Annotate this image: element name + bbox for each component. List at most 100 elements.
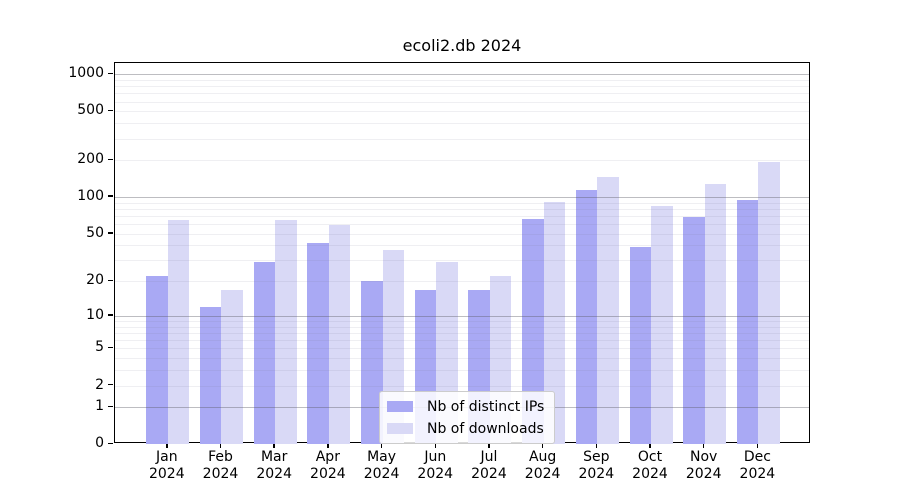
x-tick-year: 2024 (578, 466, 615, 482)
gridline-minor (115, 260, 809, 262)
bar-distinct-ips-sep (575, 189, 598, 445)
x-tick-label-jul: Jul 2024 (454, 449, 524, 483)
x-tick-year: 2024 (310, 466, 346, 482)
x-tick-mark (649, 443, 651, 449)
y-tick-mark (108, 279, 113, 282)
legend-row-distinct-ips: Nb of distinct IPs (387, 397, 544, 416)
gridline-minor (115, 101, 809, 103)
bar-downloads-feb (221, 289, 243, 445)
x-tick-month: Sep (583, 449, 610, 465)
bar-downloads-sep (597, 176, 619, 445)
y-tick-label: 1000 (68, 65, 104, 82)
x-tick-mark (273, 443, 275, 449)
x-tick-month: Oct (637, 449, 663, 465)
legend-label-distinct-ips: Nb of distinct IPs (427, 398, 545, 415)
legend-label-downloads: Nb of downloads (427, 420, 544, 437)
gridline-minor (115, 385, 809, 387)
gridline-minor (115, 123, 809, 125)
gridline-minor (115, 209, 809, 210)
y-tick-label: 1 (95, 398, 104, 415)
gridline-minor (115, 202, 809, 204)
bar-downloads-dec (758, 161, 780, 445)
gridline-minor (115, 111, 809, 113)
x-tick-month: Dec (743, 449, 771, 465)
gridline-minor (115, 326, 809, 328)
x-tick-mark (488, 443, 490, 449)
y-tick-label: 500 (77, 102, 104, 119)
x-tick-year: 2024 (739, 466, 776, 482)
bar-distinct-ips-may (361, 281, 383, 445)
chart-title: ecoli2.db 2024 (402, 36, 522, 55)
bar-downloads-apr (328, 225, 351, 445)
x-tick-year: 2024 (363, 466, 400, 482)
x-tick-year: 2024 (471, 466, 507, 482)
y-tick-mark (108, 405, 113, 408)
y-tick-mark (108, 109, 113, 112)
gridline-major (115, 315, 809, 317)
y-tick-label: 2 (95, 376, 104, 393)
y-tick-mark (108, 314, 113, 316)
y-tick-label: 0 (95, 435, 104, 452)
y-tick-mark (108, 383, 113, 386)
gridline-minor (115, 138, 809, 140)
x-tick-label-jun: Jun 2024 (400, 449, 470, 483)
x-tick-label-dec: Dec 2024 (722, 449, 792, 483)
bar-downloads-aug (543, 202, 566, 445)
y-tick-label: 50 (86, 224, 104, 241)
bar-distinct-ips-feb (199, 307, 222, 445)
bar-distinct-ips-apr (307, 242, 329, 445)
gridline-minor (115, 79, 809, 81)
legend-swatch-distinct-ips (387, 401, 413, 412)
x-tick-month: Mar (260, 449, 288, 465)
x-tick-year: 2024 (685, 466, 722, 482)
bar-downloads-jan (167, 219, 190, 445)
x-tick-month: Jul (480, 449, 498, 465)
x-tick-mark (166, 443, 168, 449)
gridline-minor (115, 216, 809, 218)
gridline-minor (115, 245, 809, 247)
x-tick-label-may: May 2024 (347, 449, 417, 483)
y-tick-mark (108, 232, 113, 234)
y-tick-label: 200 (77, 151, 104, 168)
legend-swatch-downloads (387, 423, 413, 434)
x-tick-label-mar: Mar 2024 (239, 449, 309, 483)
x-tick-mark (541, 443, 544, 449)
x-tick-year: 2024 (148, 466, 185, 482)
gridline-minor (115, 281, 809, 283)
y-tick-mark (108, 158, 113, 161)
gridline-minor (115, 358, 809, 360)
y-tick-mark (108, 346, 113, 349)
x-tick-year: 2024 (417, 466, 454, 482)
x-tick-year: 2024 (524, 466, 561, 482)
gridline-minor (115, 224, 809, 226)
x-tick-month: May (367, 449, 397, 465)
legend: Nb of distinct IPs Nb of downloads (379, 391, 556, 444)
x-tick-label-apr: Apr 2024 (293, 449, 363, 483)
x-tick-label-sep: Sep 2024 (561, 449, 631, 483)
bar-downloads-nov (704, 184, 727, 445)
y-tick-label: 5 (95, 339, 104, 356)
legend-row-downloads: Nb of downloads (387, 419, 544, 438)
gridline-minor (115, 233, 809, 235)
x-tick-mark (380, 443, 383, 449)
x-tick-label-aug: Aug 2024 (508, 449, 578, 483)
y-tick-label: 20 (86, 272, 104, 289)
bar-distinct-ips-dec (736, 199, 759, 445)
gridline-minor (115, 93, 809, 95)
x-tick-label-nov: Nov 2024 (669, 449, 739, 483)
x-tick-month: Aug (528, 449, 557, 465)
bar-distinct-ips-nov (683, 216, 705, 445)
gridline-major (115, 197, 809, 199)
y-tick-label: 100 (77, 188, 104, 205)
x-tick-label-feb: Feb 2024 (185, 449, 255, 483)
gridline-minor (115, 321, 809, 323)
gridline-minor (115, 160, 809, 162)
bar-distinct-ips-aug (522, 219, 544, 445)
x-tick-mark (327, 443, 329, 449)
x-tick-mark (756, 443, 759, 449)
x-tick-year: 2024 (256, 466, 292, 482)
bar-distinct-ips-jan (146, 276, 168, 445)
y-tick-mark (108, 442, 113, 445)
plot-area (114, 62, 810, 445)
